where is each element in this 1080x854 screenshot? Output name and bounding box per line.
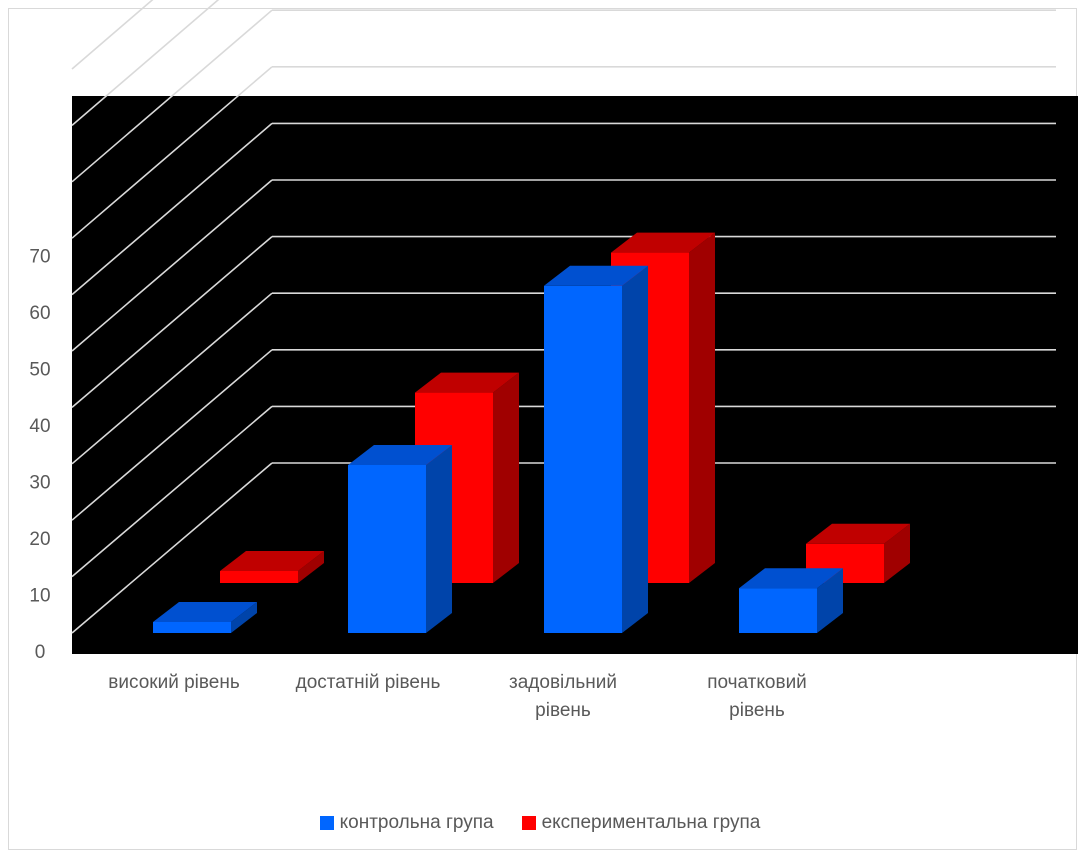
bar-top — [739, 568, 843, 589]
gridline-diagonal — [71, 9, 273, 183]
bar-top — [415, 372, 519, 393]
legend-swatch — [319, 816, 334, 830]
bar-control-2 — [544, 265, 648, 633]
x-category-label: початковий рівень — [707, 672, 807, 721]
legend-entry: контрольна група — [319, 812, 494, 834]
bar-experimental-0 — [220, 551, 324, 583]
legend: контрольна група експериментальна група — [0, 812, 1080, 836]
bar-control-1 — [348, 445, 452, 633]
bar-control-3 — [739, 568, 843, 633]
gridline-diagonal — [71, 462, 273, 634]
bar-side — [426, 445, 452, 633]
x-category-label: достатній рівень — [296, 672, 441, 693]
gridline-diagonal — [71, 122, 273, 296]
legend-swatch — [521, 816, 536, 830]
bar-top — [544, 265, 648, 286]
y-tick-label: 30 — [29, 473, 50, 494]
bar-top — [806, 523, 910, 544]
y-tick-label: 10 — [29, 586, 50, 607]
x-category-label: високий рівень — [108, 672, 240, 693]
bar-side — [689, 232, 715, 583]
gridline-diagonal — [71, 0, 220, 127]
y-tick-label: 0 — [35, 642, 46, 663]
gridline-diagonal — [71, 405, 273, 578]
bar-side — [884, 523, 910, 583]
bar-front — [220, 571, 298, 583]
bar-side — [622, 265, 648, 633]
gridline-diagonal — [71, 0, 154, 70]
bars — [153, 232, 910, 633]
bar-control-0 — [153, 602, 257, 633]
gridline-diagonal — [71, 179, 273, 352]
bar-side — [493, 372, 519, 583]
legend-label: контрольна група — [339, 812, 494, 833]
bar-side — [231, 602, 257, 633]
gridline-diagonal — [71, 235, 273, 409]
y-tick-label: 70 — [29, 247, 50, 268]
x-axis: високий рівень достатній рівень задовільни… — [108, 672, 807, 721]
bar-top — [153, 602, 257, 622]
bar-side — [817, 568, 843, 633]
bar-top — [220, 551, 324, 571]
y-tick-label: 60 — [29, 303, 50, 324]
bar-front — [739, 588, 817, 633]
bar-front — [348, 465, 426, 633]
bar-top — [611, 232, 715, 253]
bar-front — [153, 622, 231, 633]
gridline-diagonal — [71, 349, 273, 521]
y-tick-label: 20 — [29, 529, 50, 550]
bar-top — [348, 445, 452, 465]
bar-side — [298, 551, 324, 583]
y-tick-label: 40 — [29, 416, 50, 437]
gridline-diagonal — [71, 66, 273, 239]
bar-front — [544, 285, 622, 633]
gridline-diagonal — [71, 292, 273, 465]
y-tick-label: 50 — [29, 360, 50, 381]
x-category-label: задовільний рівень — [509, 672, 617, 721]
legend-entry: експериментальна група — [521, 812, 761, 834]
legend-label: експериментальна група — [541, 812, 761, 833]
y-axis: 0 10 20 30 40 50 60 70 — [29, 247, 50, 664]
